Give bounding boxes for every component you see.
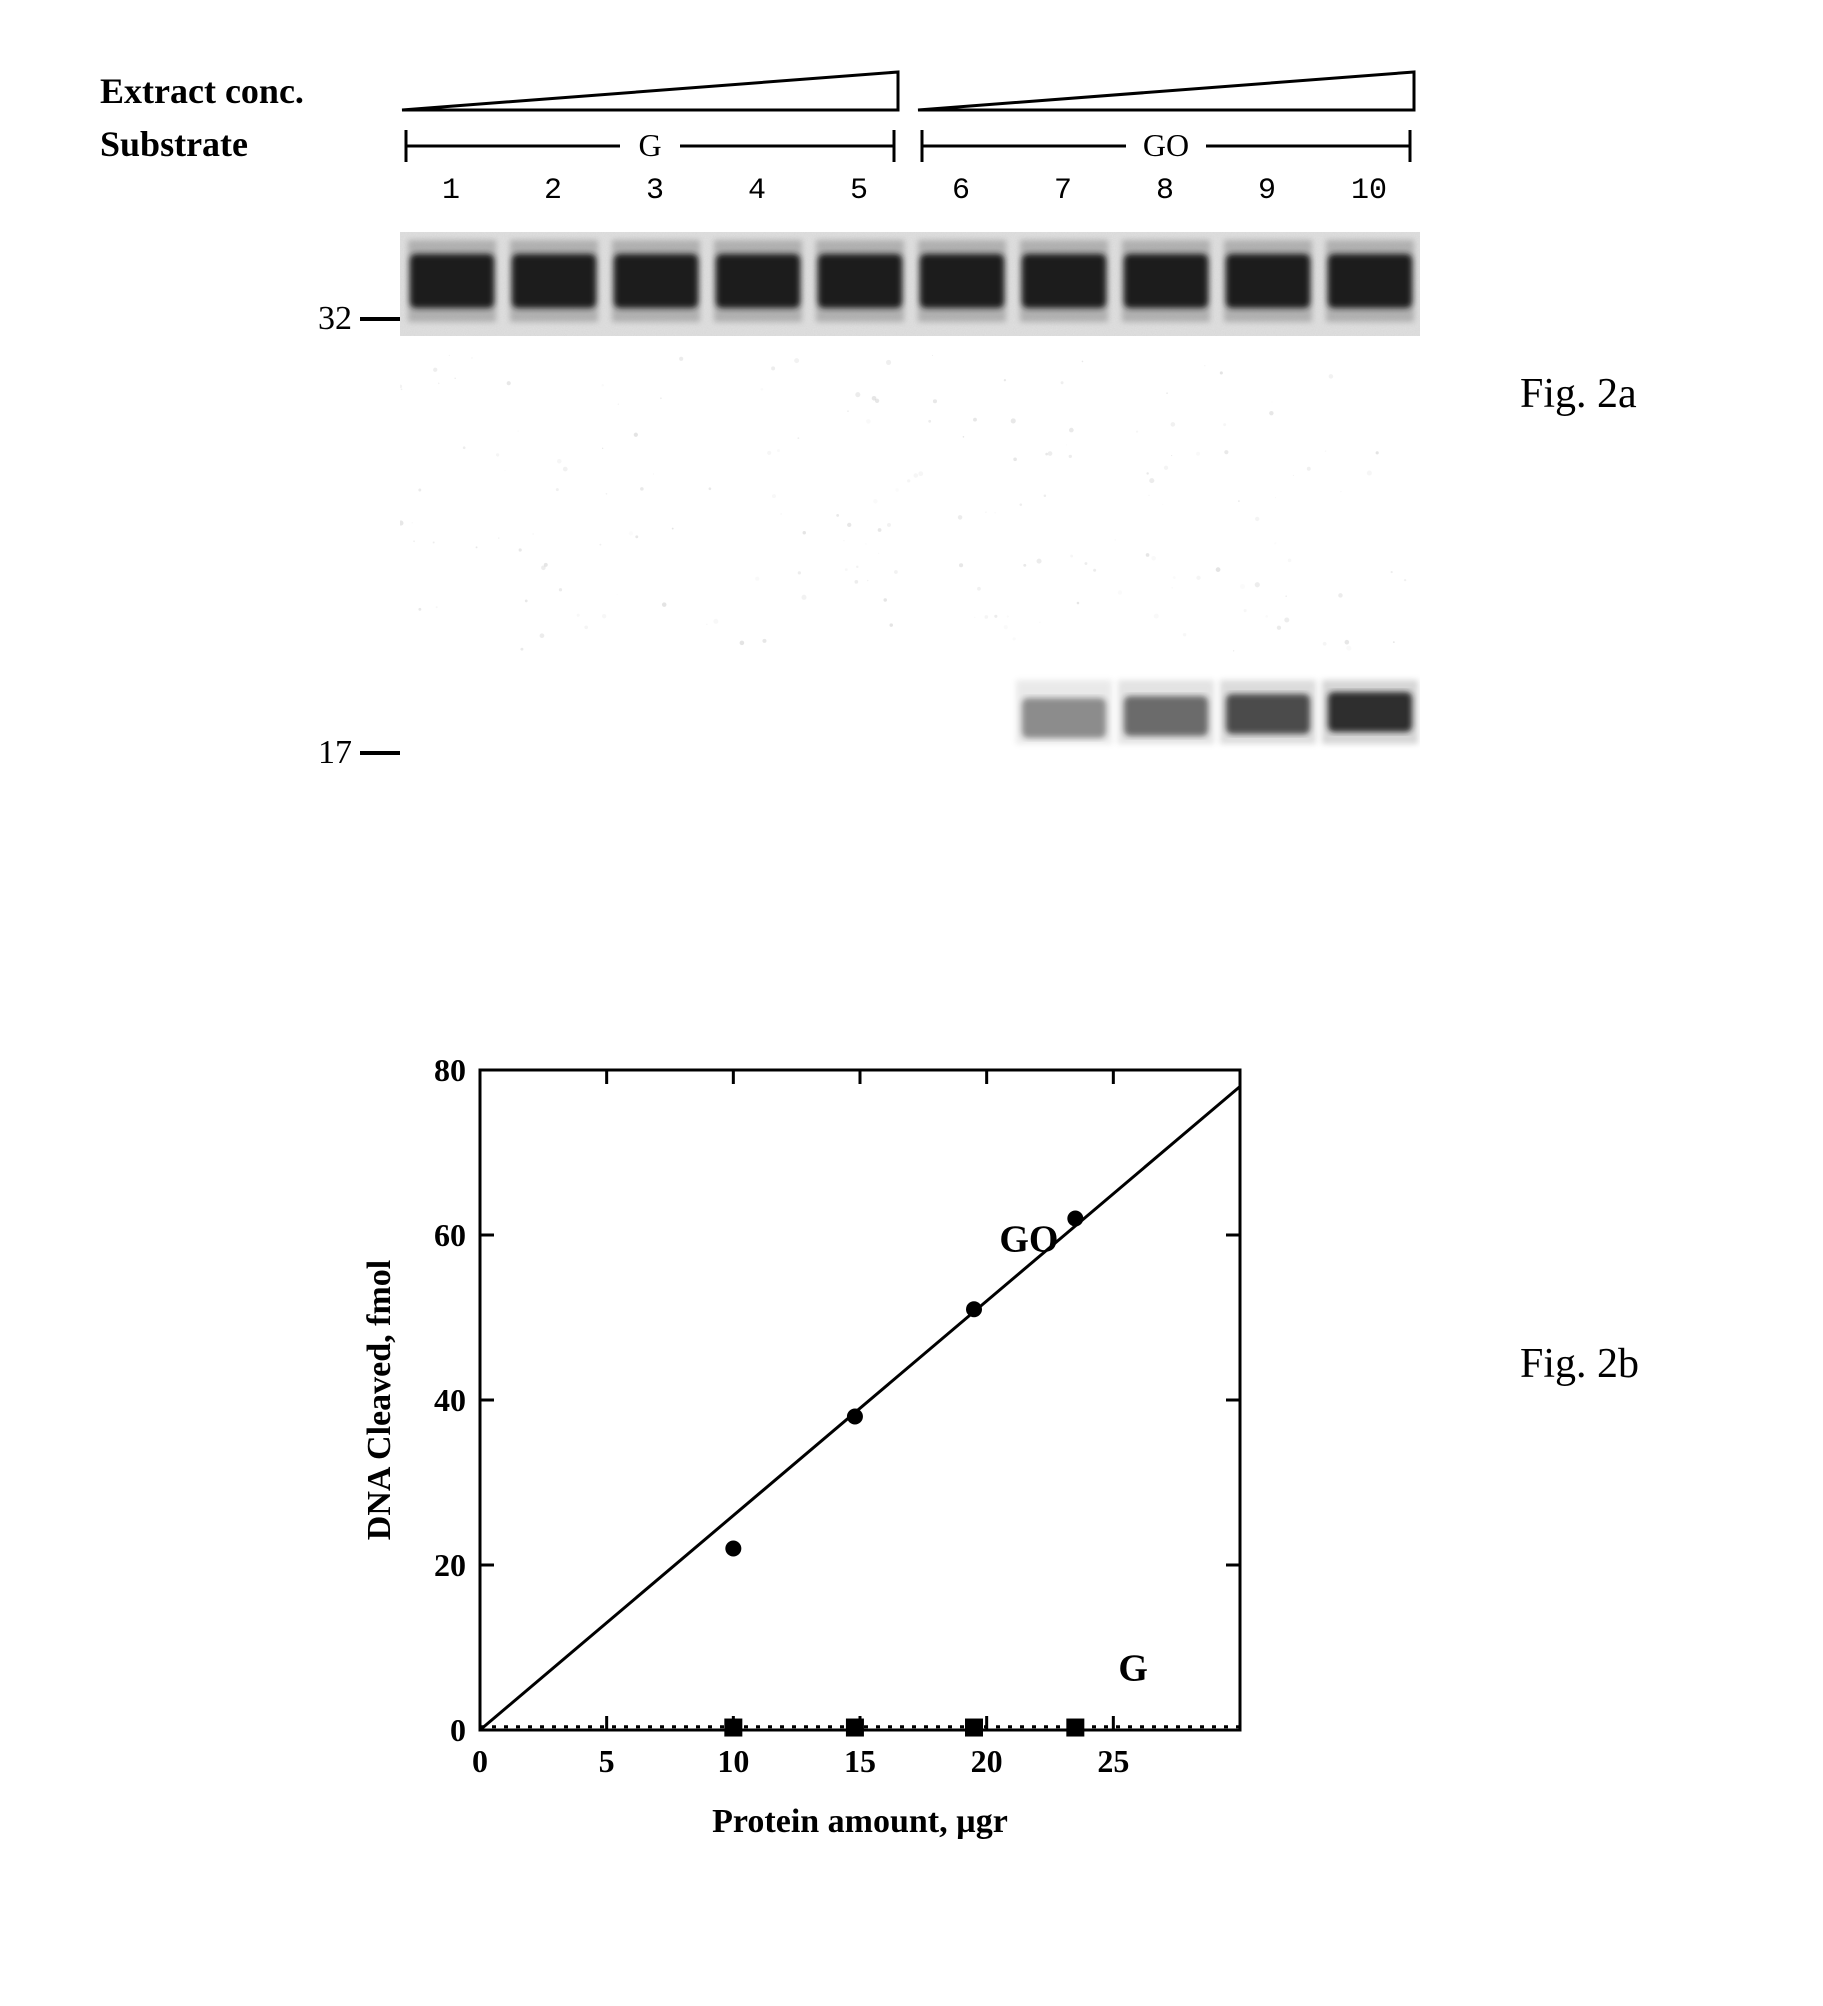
size-marker: 32 [318,300,400,338]
substrate-bracket-go: GO [916,124,1416,168]
lane-number: 9 [1216,174,1318,208]
lane-numbers: 12345678910 [400,174,1420,208]
lane-number: 5 [808,174,910,208]
substrate-g-text: G [638,127,661,163]
size-marker-value: 17 [318,734,352,772]
wedge-left-icon [400,70,900,116]
substrate-go-text: GO [1143,127,1189,163]
svg-text:60: 60 [434,1217,466,1253]
conc-wedges [400,70,1420,118]
svg-text:5: 5 [599,1743,615,1779]
svg-text:20: 20 [434,1547,466,1583]
lane-number: 7 [1012,174,1114,208]
figure-2b-caption: Fig. 2b [1520,1340,1639,1388]
panel-b: 0 20 40 60 80 0 5 10 15 20 25 Protein amount, µgr DN… [340,1040,1300,1900]
svg-text:10: 10 [717,1743,749,1779]
size-marker: 17 [318,734,400,772]
svg-text:15: 15 [844,1743,876,1779]
wedge-right-icon [916,70,1416,116]
svg-text:40: 40 [434,1382,466,1418]
svg-text:80: 80 [434,1052,466,1088]
size-marker-dash-icon [360,317,400,321]
figure-2a-caption: Fig. 2a [1520,370,1637,418]
size-marker-dash-icon [360,751,400,755]
svg-text:20: 20 [971,1743,1003,1779]
lane-number: 2 [502,174,604,208]
lane-number: 10 [1318,174,1420,208]
gel-svg [400,214,1420,834]
svg-text:DNA Cleaved, fmol: DNA Cleaved, fmol [361,1260,398,1540]
svg-text:GO: GO [999,1219,1058,1261]
chart-svg: 0 20 40 60 80 0 5 10 15 20 25 Protein amount, µgr DN… [340,1040,1300,1860]
gel-area: G GO 12345678910 [400,70,1420,834]
gel-image [400,214,1420,834]
substrate-bracket-g: G [400,124,900,168]
lane-number: 6 [910,174,1012,208]
lane-number: 3 [604,174,706,208]
lane-number: 8 [1114,174,1216,208]
extract-conc-label: Extract conc. [100,70,380,113]
figure-page: Extract conc. Substrate 3217 G [40,40,1823,1966]
lane-number: 1 [400,174,502,208]
panel-a: Extract conc. Substrate 3217 G [100,70,1440,890]
substrate-brackets: G GO [400,124,1420,170]
substrate-label: Substrate [100,123,380,166]
svg-text:25: 25 [1097,1743,1129,1779]
svg-text:Protein amount, µgr: Protein amount, µgr [712,1803,1008,1840]
svg-text:G: G [1118,1648,1148,1690]
svg-text:0: 0 [450,1712,466,1748]
svg-text:0: 0 [472,1743,488,1779]
size-marker-value: 32 [318,300,352,338]
panel-a-row-labels: Extract conc. Substrate [100,70,380,166]
lane-number: 4 [706,174,808,208]
